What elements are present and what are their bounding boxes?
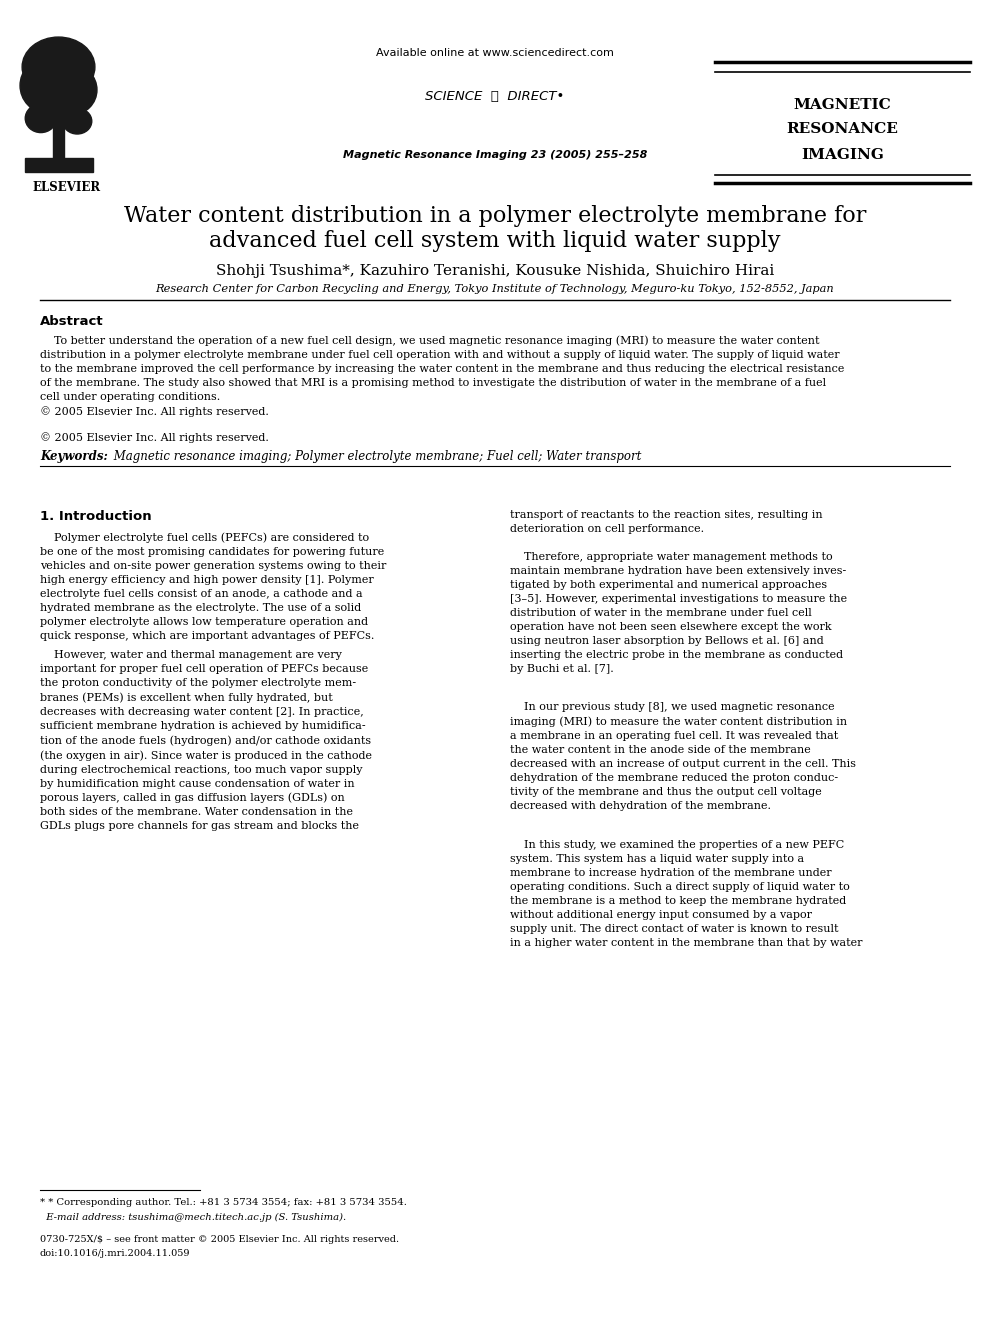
Text: In our previous study [8], we used magnetic resonance
imaging (MRI) to measure t: In our previous study [8], we used magne… — [510, 702, 856, 810]
Text: IMAGING: IMAGING — [801, 148, 884, 162]
Ellipse shape — [26, 104, 56, 132]
Text: transport of reactants to the reaction sites, resulting in
deterioration on cell: transport of reactants to the reaction s… — [510, 510, 823, 535]
Text: Keywords:: Keywords: — [40, 450, 108, 463]
Text: doi:10.1016/j.mri.2004.11.059: doi:10.1016/j.mri.2004.11.059 — [40, 1249, 190, 1258]
Text: 0730-725X/$ – see front matter © 2005 Elsevier Inc. All rights reserved.: 0730-725X/$ – see front matter © 2005 El… — [40, 1236, 399, 1243]
Bar — [26, 158, 93, 173]
Ellipse shape — [28, 77, 90, 120]
Ellipse shape — [20, 58, 72, 112]
Text: Magnetic resonance imaging; Polymer electrolyte membrane; Fuel cell; Water trans: Magnetic resonance imaging; Polymer elec… — [110, 450, 642, 463]
Text: MAGNETIC: MAGNETIC — [794, 98, 891, 112]
Text: E-mail address: tsushima@mech.titech.ac.jp (S. Tsushima).: E-mail address: tsushima@mech.titech.ac.… — [40, 1213, 346, 1222]
Text: * * Corresponding author. Tel.: +81 3 5734 3554; fax: +81 3 5734 3554.: * * Corresponding author. Tel.: +81 3 57… — [40, 1199, 407, 1206]
Ellipse shape — [48, 65, 97, 115]
Text: advanced fuel cell system with liquid water supply: advanced fuel cell system with liquid wa… — [209, 230, 781, 252]
Ellipse shape — [22, 37, 95, 96]
Text: In this study, we examined the properties of a new PEFC
system. This system has : In this study, we examined the propertie… — [510, 840, 862, 948]
Text: RESONANCE: RESONANCE — [787, 121, 899, 136]
Text: 1. Introduction: 1. Introduction — [40, 510, 151, 523]
Text: Research Center for Carbon Recycling and Energy, Tokyo Institute of Technology, : Research Center for Carbon Recycling and… — [155, 284, 835, 294]
Text: ELSEVIER: ELSEVIER — [33, 181, 101, 194]
Text: Shohji Tsushima*, Kazuhiro Teranishi, Kousuke Nishida, Shuichiro Hirai: Shohji Tsushima*, Kazuhiro Teranishi, Ko… — [216, 264, 774, 279]
Text: Magnetic Resonance Imaging 23 (2005) 255–258: Magnetic Resonance Imaging 23 (2005) 255… — [343, 150, 647, 160]
Text: Polymer electrolyte fuel cells (PEFCs) are considered to
be one of the most prom: Polymer electrolyte fuel cells (PEFCs) a… — [40, 532, 386, 640]
Text: Abstract: Abstract — [40, 315, 104, 327]
Text: To better understand the operation of a new fuel cell design, we used magnetic r: To better understand the operation of a … — [40, 335, 844, 417]
Text: Available online at www.sciencedirect.com: Available online at www.sciencedirect.co… — [376, 48, 614, 58]
Text: SCIENCE  ⓓ  DIRECT•: SCIENCE ⓓ DIRECT• — [426, 90, 564, 103]
Text: However, water and thermal management are very
important for proper fuel cell op: However, water and thermal management ar… — [40, 649, 372, 832]
Text: Therefore, appropriate water management methods to
maintain membrane hydration h: Therefore, appropriate water management … — [510, 552, 847, 675]
Text: © 2005 Elsevier Inc. All rights reserved.: © 2005 Elsevier Inc. All rights reserved… — [40, 432, 269, 442]
Bar — [53, 110, 63, 166]
Text: Water content distribution in a polymer electrolyte membrane for: Water content distribution in a polymer … — [124, 205, 866, 227]
Ellipse shape — [62, 108, 92, 135]
